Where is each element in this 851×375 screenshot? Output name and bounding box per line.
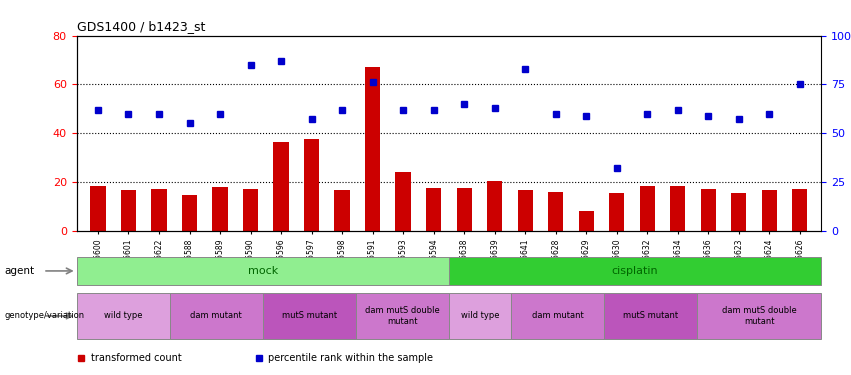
Bar xyxy=(448,257,821,285)
Bar xyxy=(670,186,685,231)
Bar xyxy=(609,193,625,231)
Text: genotype/variation: genotype/variation xyxy=(4,311,84,320)
Bar xyxy=(604,292,697,339)
Bar xyxy=(77,292,169,339)
Bar xyxy=(182,195,197,231)
Text: cisplatin: cisplatin xyxy=(612,266,659,276)
Bar xyxy=(548,192,563,231)
Bar xyxy=(731,193,746,231)
Bar xyxy=(356,292,448,339)
Text: mutS mutant: mutS mutant xyxy=(282,311,337,320)
Bar xyxy=(697,292,821,339)
Bar xyxy=(213,187,228,231)
Bar xyxy=(517,190,533,231)
Text: mock: mock xyxy=(248,266,278,276)
Bar xyxy=(456,188,471,231)
Text: percentile rank within the sample: percentile rank within the sample xyxy=(269,352,433,363)
Bar xyxy=(77,257,448,285)
Bar xyxy=(90,186,106,231)
Bar xyxy=(304,139,319,231)
Bar xyxy=(121,190,136,231)
Bar xyxy=(243,189,258,231)
Text: GDS1400 / b1423_st: GDS1400 / b1423_st xyxy=(77,20,205,33)
Bar xyxy=(151,189,167,231)
Text: wild type: wild type xyxy=(104,311,142,320)
Bar xyxy=(487,181,502,231)
Bar xyxy=(448,292,511,339)
Bar xyxy=(792,189,808,231)
Text: transformed count: transformed count xyxy=(90,352,181,363)
Bar xyxy=(579,211,594,231)
Text: dam mutS double
mutant: dam mutS double mutant xyxy=(365,306,440,326)
Bar xyxy=(169,292,263,339)
Bar xyxy=(511,292,604,339)
Text: wild type: wild type xyxy=(460,311,500,320)
Text: agent: agent xyxy=(4,266,34,276)
Text: dam mutant: dam mutant xyxy=(191,311,242,320)
Bar xyxy=(426,188,442,231)
Bar xyxy=(365,68,380,231)
Text: dam mutant: dam mutant xyxy=(532,311,584,320)
Bar xyxy=(640,186,655,231)
Bar xyxy=(334,190,350,231)
Bar xyxy=(273,142,288,231)
Bar xyxy=(762,190,777,231)
Bar xyxy=(396,172,411,231)
Text: mutS mutant: mutS mutant xyxy=(623,311,678,320)
Bar xyxy=(263,292,356,339)
Text: dam mutS double
mutant: dam mutS double mutant xyxy=(722,306,797,326)
Bar xyxy=(700,189,716,231)
